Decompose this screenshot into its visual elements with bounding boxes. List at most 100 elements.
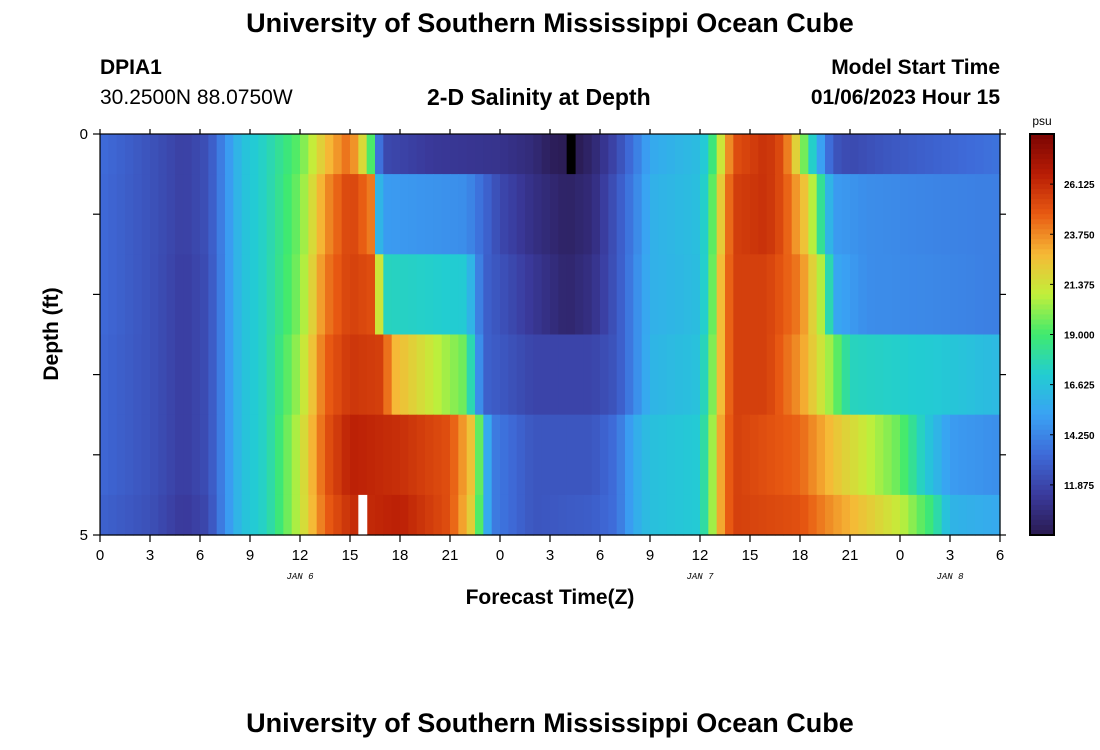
colorbar-swatch <box>1030 189 1054 195</box>
heatmap-cell <box>925 414 934 496</box>
heatmap-cell <box>966 494 976 536</box>
colorbar-swatch <box>1030 419 1054 426</box>
heatmap-cell <box>308 174 318 255</box>
heatmap-cell <box>683 494 693 536</box>
heatmap-cell <box>466 254 476 336</box>
heatmap-cell <box>966 254 976 336</box>
heatmap-cell <box>900 174 909 255</box>
heatmap-cell <box>208 414 218 496</box>
colorbar-swatch <box>1030 314 1054 321</box>
heatmap-cell <box>950 494 959 536</box>
heatmap-cell <box>516 414 526 496</box>
heatmap-cell <box>850 134 859 175</box>
heatmap-cell <box>983 494 993 536</box>
heatmap-cell <box>650 494 659 536</box>
heatmap-cell <box>483 414 493 496</box>
heatmap-cell <box>358 174 368 255</box>
colorbar-swatch <box>1030 144 1054 150</box>
heatmap-cell <box>250 254 259 336</box>
heatmap-cell <box>716 254 726 336</box>
heatmap-cell <box>258 134 268 175</box>
heatmap-cell <box>425 134 434 175</box>
heatmap-cell <box>158 254 168 336</box>
heatmap-cell <box>550 494 559 536</box>
heatmap-cell <box>150 174 159 255</box>
heatmap-cell <box>691 134 701 175</box>
heatmap-cell <box>758 254 768 336</box>
heatmap-cell <box>983 174 993 255</box>
heatmap-cell <box>666 134 676 175</box>
heatmap-cell <box>808 174 818 255</box>
heatmap-cell <box>508 254 518 336</box>
heatmap-cell <box>916 334 926 416</box>
missing-cell <box>566 134 576 175</box>
colorbar-tick-label: 19.000 <box>1064 331 1095 342</box>
heatmap-cell <box>725 334 734 416</box>
heatmap-cell <box>408 254 418 336</box>
heatmap-cell <box>500 334 509 416</box>
heatmap-cell <box>558 254 568 336</box>
heatmap-cell <box>850 254 859 336</box>
heatmap-cell <box>108 254 118 336</box>
heatmap-cell <box>258 414 268 496</box>
heatmap-cell <box>241 134 251 175</box>
heatmap-cell <box>691 494 701 536</box>
missing-cell <box>358 494 368 535</box>
heatmap-cell <box>450 174 459 255</box>
heatmap-cell <box>466 134 476 175</box>
heatmap-cell <box>183 494 193 536</box>
heatmap-cell <box>550 334 559 416</box>
heatmap-cell <box>633 254 643 336</box>
heatmap-cell <box>500 414 509 496</box>
heatmap-cell <box>216 494 226 536</box>
heatmap-cell <box>158 134 168 175</box>
heatmap-cell <box>833 254 843 336</box>
colorbar-swatch <box>1030 154 1054 160</box>
heatmap-cell <box>541 414 551 496</box>
colorbar-swatch <box>1030 249 1054 255</box>
heatmap-cell <box>658 254 668 336</box>
heatmap-cell <box>141 414 151 496</box>
heatmap-cell <box>900 254 909 336</box>
heatmap-cell <box>100 254 109 336</box>
colorbar-swatch <box>1030 329 1054 336</box>
heatmap-cell <box>733 254 743 336</box>
heatmap-cell <box>958 494 968 536</box>
heatmap-cell <box>858 334 868 416</box>
heatmap-cell <box>833 334 843 416</box>
colorbar-swatch <box>1030 454 1054 461</box>
heatmap-cell <box>141 254 151 336</box>
heatmap-cell <box>266 494 276 536</box>
heatmap-cell <box>491 134 501 175</box>
heatmap-cell <box>141 174 151 255</box>
heatmap-cell <box>975 494 984 536</box>
heatmap-cell <box>583 414 593 496</box>
heatmap-cell <box>366 134 376 175</box>
heatmap-cell <box>775 174 784 255</box>
heatmap-cell <box>258 334 268 416</box>
heatmap-cell <box>766 494 776 536</box>
heatmap-cell <box>291 174 301 255</box>
heatmap-cell <box>391 414 401 496</box>
heatmap-cell <box>675 134 684 175</box>
heatmap-cell <box>700 134 709 175</box>
heatmap-cell <box>233 254 243 336</box>
heatmap-cell <box>400 174 409 255</box>
colorbar-swatch <box>1030 389 1054 396</box>
colorbar-swatch <box>1030 444 1054 451</box>
heatmap-cell <box>675 494 684 536</box>
heatmap-cell <box>791 254 801 336</box>
heatmap-cell <box>491 494 501 536</box>
heatmap-cell <box>341 494 351 536</box>
heatmap-cell <box>825 334 834 416</box>
heatmap-cell <box>725 134 734 175</box>
x-tick-label: 12 <box>692 547 709 564</box>
heatmap-cell <box>558 414 568 496</box>
heatmap-cell <box>416 414 426 496</box>
heatmap-cell <box>666 334 676 416</box>
heatmap-cell <box>950 414 959 496</box>
heatmap-cell <box>541 254 551 336</box>
colorbar-swatch <box>1030 529 1054 536</box>
x-tick-label: 6 <box>596 547 604 564</box>
heatmap-cell <box>366 254 376 336</box>
